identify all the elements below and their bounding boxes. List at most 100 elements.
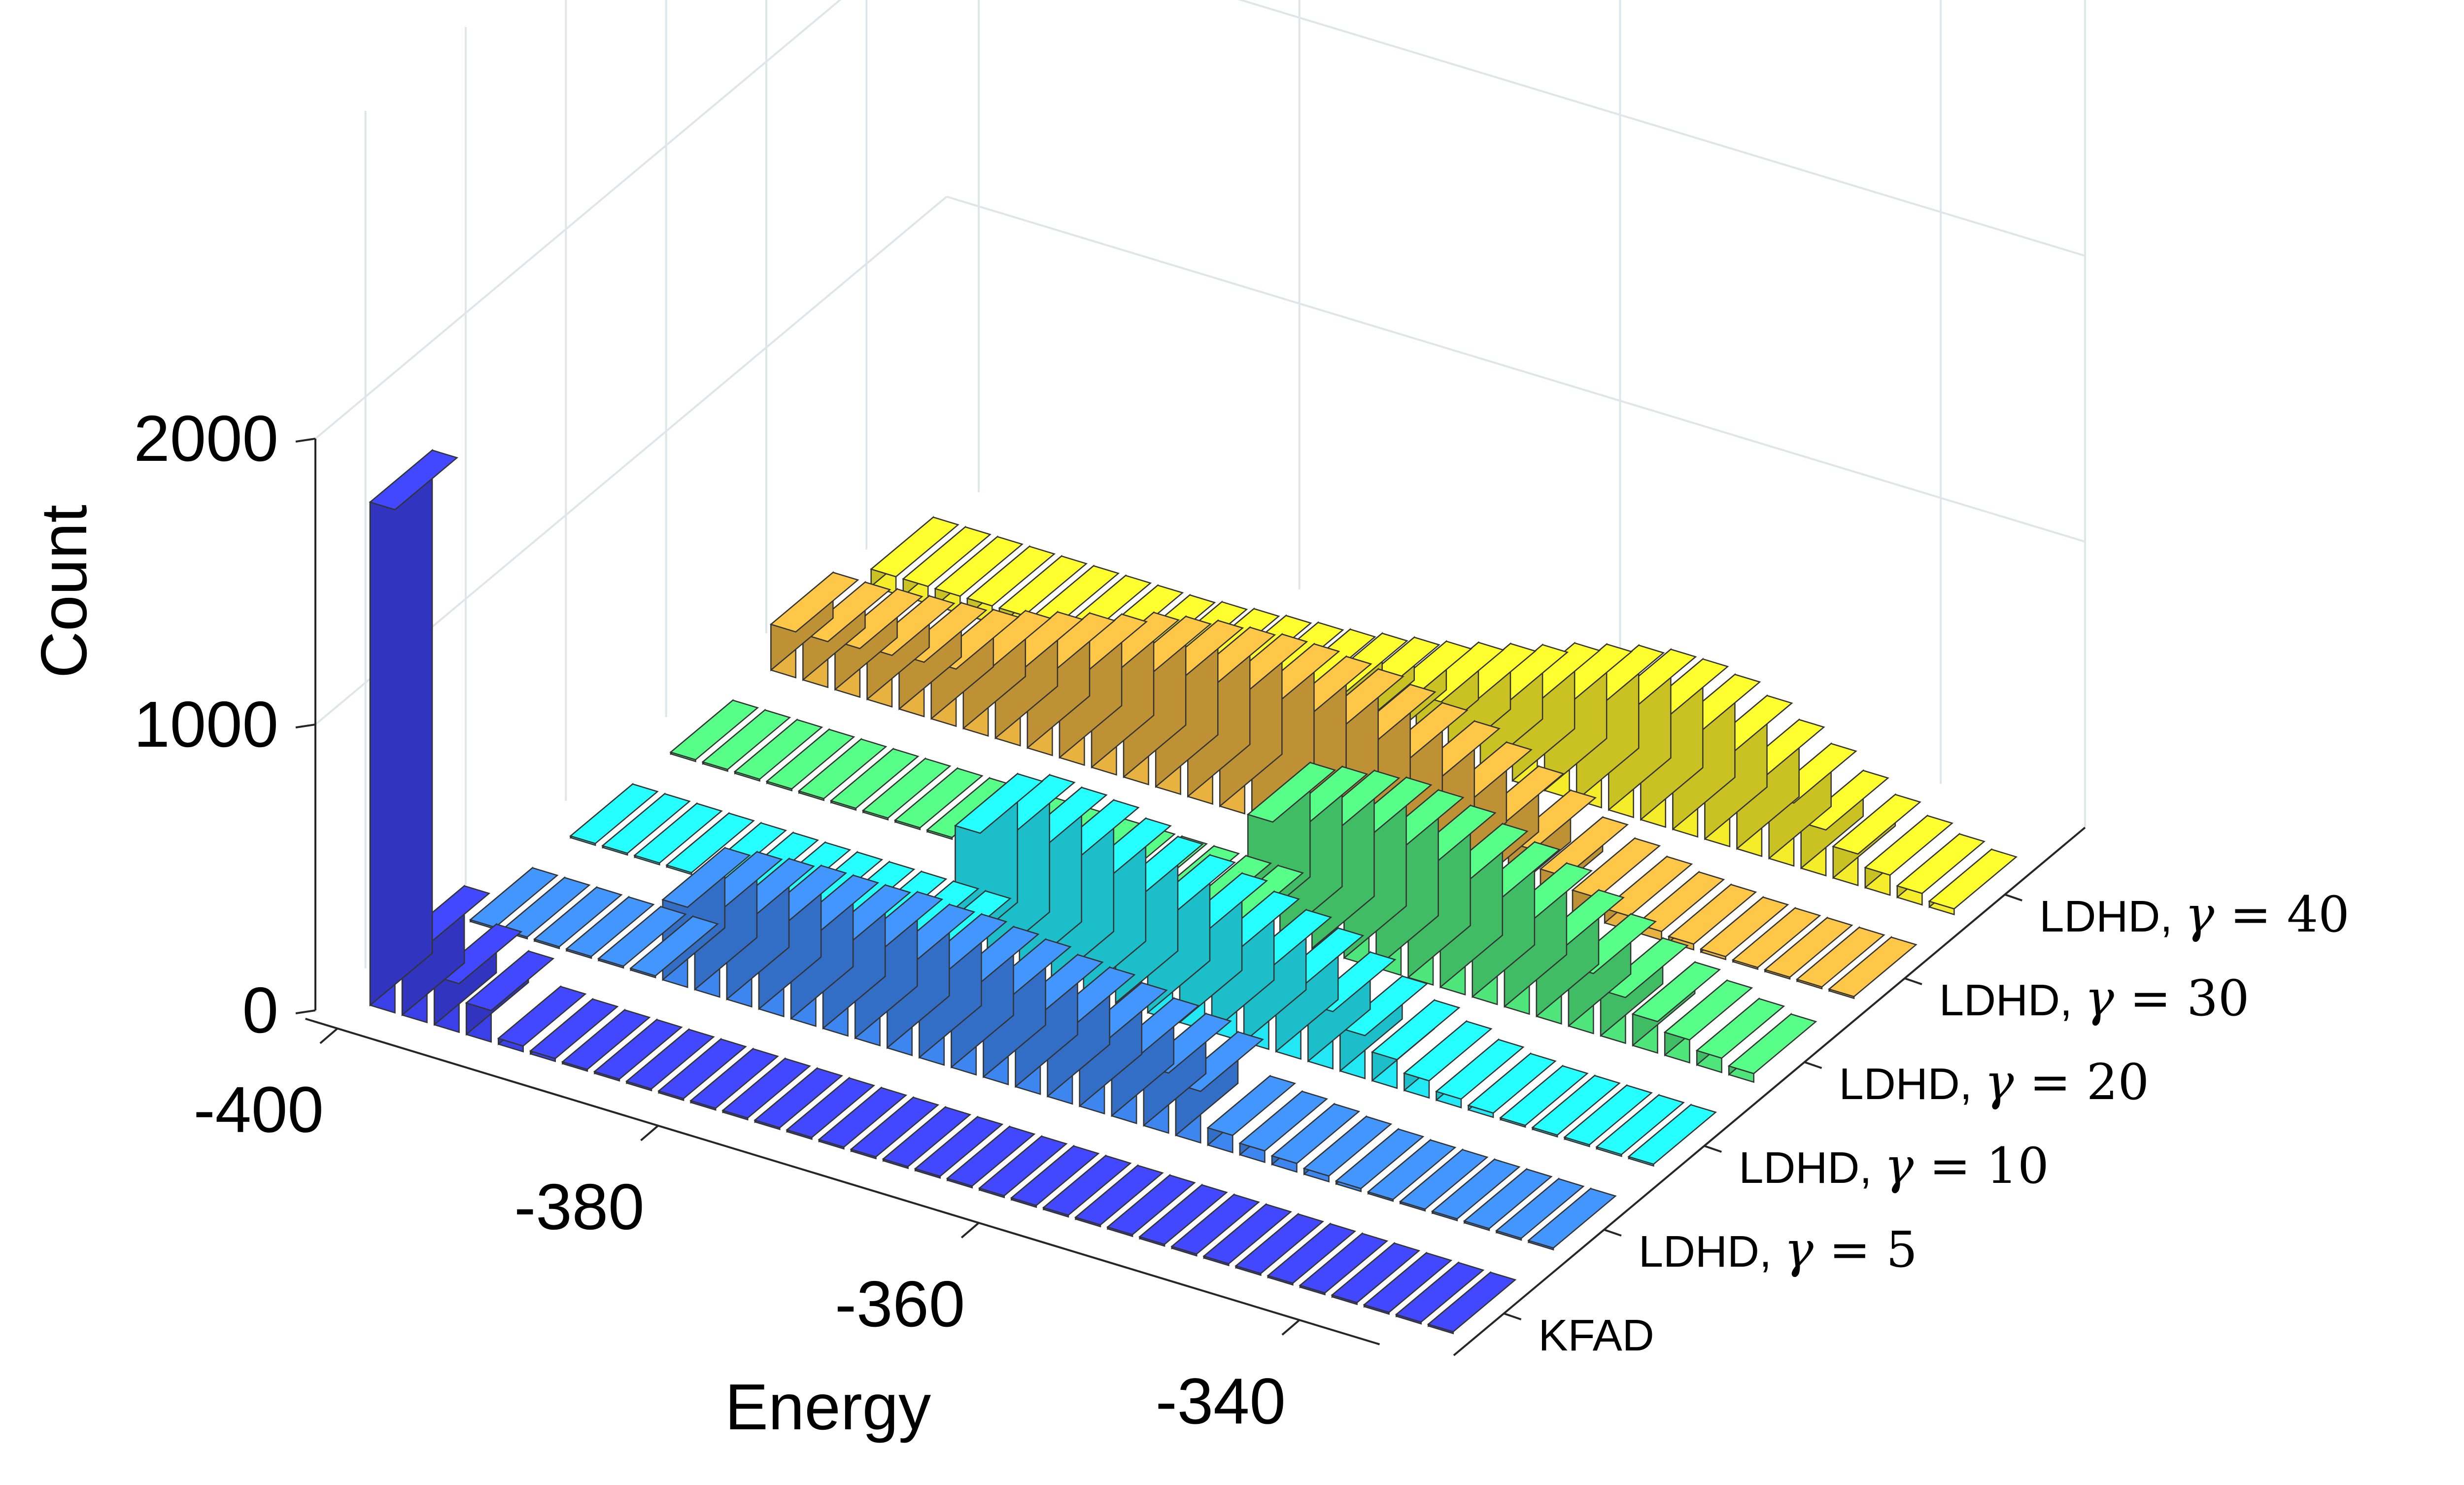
bar: [565, 896, 655, 959]
bar-top-face: [597, 906, 687, 967]
bar: [765, 728, 856, 792]
bar-top-face: [1495, 1178, 1585, 1239]
bar: [529, 998, 619, 1063]
bar-top-face: [801, 581, 891, 643]
bar: [829, 747, 920, 811]
series-label: KFAD: [1539, 1311, 1654, 1360]
bar-top-face: [1695, 998, 1785, 1059]
bar-top-face: [469, 867, 559, 928]
series-label: LDHD, γ = 40: [2039, 886, 2349, 943]
bar: [801, 581, 891, 689]
bar: [1206, 1074, 1297, 1154]
bar: [934, 535, 1024, 615]
bar-top-face: [1206, 1075, 1297, 1136]
bar: [1435, 1038, 1525, 1108]
bar-top-face: [1627, 1104, 1717, 1165]
bar-top-face: [1395, 1262, 1485, 1323]
bar-top-face: [797, 738, 888, 799]
bar: [1595, 1094, 1685, 1157]
bar-top-face: [998, 555, 1088, 617]
bar: [1499, 1064, 1589, 1128]
z-tick-label: 0: [242, 974, 278, 1046]
bar-top-face: [533, 886, 623, 948]
bar-top-face: [1106, 1174, 1196, 1236]
bar-top-face: [914, 1116, 1004, 1177]
bar-top-face: [1074, 1165, 1164, 1226]
bar-top-face: [902, 526, 992, 587]
x-tick-label: -380: [514, 1171, 644, 1243]
bar-top-face: [593, 1019, 683, 1080]
bar-top-face: [934, 536, 1024, 597]
bar: [1106, 1174, 1196, 1238]
series-0: [369, 449, 1517, 1335]
bar: [533, 886, 623, 950]
bar-top-face: [633, 802, 723, 864]
z-tick: [295, 1009, 316, 1014]
bar: [625, 1028, 715, 1092]
bar: [1896, 832, 1985, 906]
bar: [1367, 1139, 1457, 1202]
bar-top-face: [1599, 937, 1689, 999]
bar-top-face: [465, 950, 555, 1011]
bar: [561, 1008, 651, 1072]
bar-top-face: [1928, 848, 2018, 910]
series-label-prefix: LDHD,: [1639, 1227, 1784, 1277]
bar: [1695, 997, 1785, 1073]
bar-top-face: [1427, 1272, 1517, 1333]
bar-top-face: [1170, 1194, 1260, 1255]
bar: [469, 866, 559, 930]
bar: [1338, 974, 1429, 1079]
series-2: [569, 772, 1717, 1167]
bar: [797, 737, 888, 801]
x-tick: [319, 1028, 339, 1044]
series-label: LDHD, γ = 30: [1939, 969, 2249, 1027]
bar: [1138, 1183, 1228, 1247]
bar: [669, 699, 759, 762]
bar-top-face: [893, 767, 984, 829]
bar-top-face: [1302, 1115, 1393, 1177]
x-tick-label: -340: [1156, 1365, 1286, 1437]
bar-top-face: [1335, 1128, 1425, 1189]
bar: [850, 1096, 940, 1160]
bar-top-face: [1603, 856, 1693, 917]
axes: 0 1000 2000 -400 -380 -360 -340: [134, 402, 2086, 1437]
bar-top-face: [529, 998, 619, 1060]
bar-top-face: [1467, 1053, 1557, 1114]
bar-top-face: [1266, 1223, 1357, 1284]
bar: [1302, 1115, 1393, 1183]
bar-top-face: [1363, 1252, 1453, 1313]
bar-top-face: [561, 1009, 651, 1071]
bar-top-face: [1832, 794, 1921, 855]
bar-top-face: [657, 1038, 747, 1100]
bars: [369, 449, 2018, 1335]
bar-top-face: [1571, 837, 1661, 898]
bar: [1238, 1090, 1329, 1163]
bar: [1828, 935, 1917, 1000]
bar-top-face: [786, 1077, 875, 1139]
bar-top-face: [1896, 833, 1985, 895]
bar: [1531, 1074, 1621, 1138]
y-tick: [1704, 1145, 1722, 1153]
bar: [978, 1135, 1068, 1199]
y-tick: [1604, 1229, 1622, 1237]
bar: [1202, 1203, 1292, 1267]
bar: [753, 1067, 843, 1131]
bar-top-face: [1234, 1213, 1324, 1275]
series-gamma-value: 20: [2087, 1053, 2149, 1111]
bar: [1331, 1242, 1421, 1306]
bar: [1563, 1084, 1653, 1147]
bar-top-face: [829, 748, 920, 809]
bar-top-face: [1431, 1158, 1521, 1220]
z-tick: [295, 724, 316, 728]
bar: [1599, 936, 1689, 1044]
bar: [601, 792, 691, 856]
bar-top-face: [765, 728, 856, 790]
bar-top-face: [850, 1097, 940, 1158]
bar-top-face: [1299, 1233, 1389, 1294]
bar-top-face: [625, 1029, 715, 1090]
bar-top-face: [497, 986, 587, 1047]
bar: [1427, 1271, 1517, 1335]
bar-top-face: [1463, 1168, 1553, 1230]
series-label-prefix: LDHD,: [1839, 1060, 1985, 1109]
